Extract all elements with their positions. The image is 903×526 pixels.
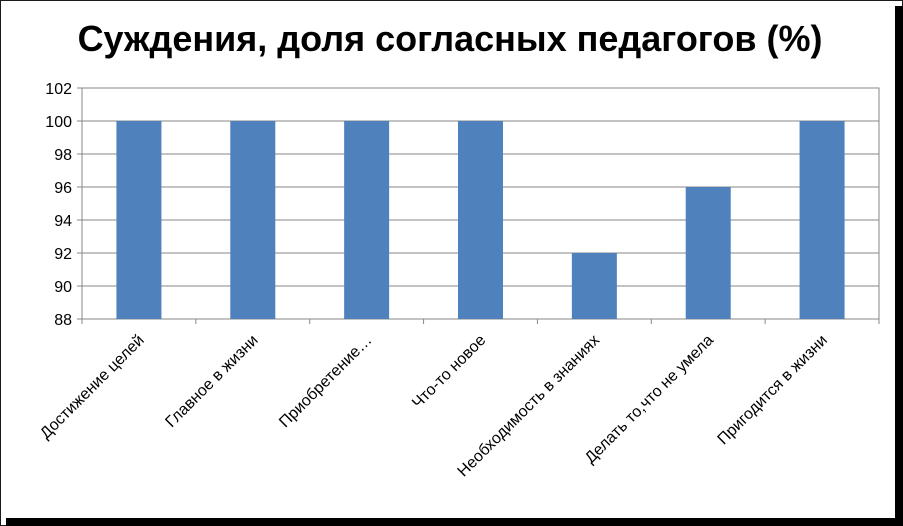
bar <box>685 187 731 319</box>
y-tick-label: 92 <box>54 246 72 263</box>
y-tick-label: 94 <box>54 213 72 230</box>
x-category-label: Что-то новое <box>409 332 489 412</box>
y-tick-label: 98 <box>54 147 72 164</box>
bar <box>458 121 503 319</box>
y-tick-label: 96 <box>54 180 72 197</box>
y-tick-label: 88 <box>54 312 72 329</box>
y-tick-label: 102 <box>45 81 72 98</box>
chart-title: Суждения, доля согласных педагогов (%) <box>77 18 823 59</box>
x-category-label: Достижение целей <box>37 332 148 443</box>
x-category-label: Главное в жизни <box>162 332 261 431</box>
bar <box>571 253 617 319</box>
x-category-label: Приобретение… <box>276 332 375 431</box>
bar <box>116 121 162 319</box>
frame-shadow-right <box>895 6 903 526</box>
y-tick-label: 100 <box>45 114 72 131</box>
frame-shadow-bottom <box>6 518 903 526</box>
y-tick-label: 90 <box>54 279 72 296</box>
x-category-label: Пригодится в жизни <box>715 332 831 448</box>
bar <box>230 121 276 319</box>
bar <box>799 121 845 319</box>
bar <box>344 121 390 319</box>
x-category-label: Делать то,что не умела <box>582 332 717 467</box>
